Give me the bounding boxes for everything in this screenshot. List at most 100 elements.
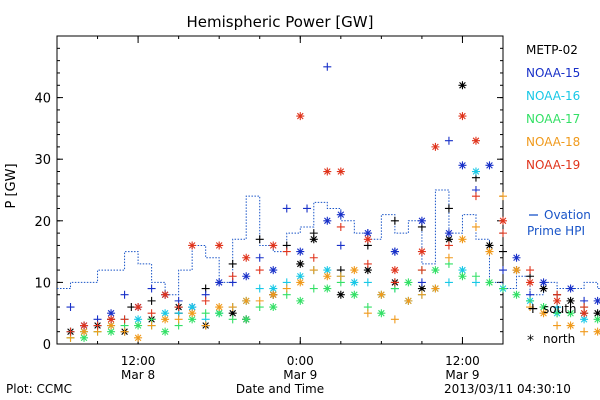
north-star-marker bbox=[350, 266, 359, 275]
north-star-marker bbox=[107, 309, 116, 318]
y-tick-label: 20 bbox=[34, 215, 51, 230]
north-star-marker bbox=[377, 309, 386, 318]
north-star-marker bbox=[539, 278, 548, 287]
south-plus-marker bbox=[553, 321, 562, 330]
south-plus-marker bbox=[444, 204, 453, 213]
ovation-hpi-step-line bbox=[57, 189, 600, 296]
north-star-marker bbox=[336, 167, 345, 176]
north-star-marker bbox=[444, 235, 453, 244]
north-star-marker bbox=[269, 266, 278, 275]
legend-north-symbol: * bbox=[527, 333, 534, 349]
north-star-marker bbox=[296, 278, 305, 287]
north-star-marker bbox=[539, 303, 548, 312]
legend-entry-noaa-18: NOAA-18 bbox=[526, 135, 580, 149]
north-star-marker bbox=[431, 266, 440, 275]
north-star-marker bbox=[242, 315, 251, 324]
north-star-marker bbox=[539, 309, 548, 318]
north-star-marker bbox=[363, 229, 372, 238]
south-plus-marker bbox=[120, 290, 129, 299]
north-star-marker bbox=[107, 315, 116, 324]
south-plus-marker bbox=[417, 266, 426, 275]
north-star-marker bbox=[242, 296, 251, 305]
south-plus-marker bbox=[201, 296, 210, 305]
north-star-marker bbox=[593, 315, 600, 324]
north-star-marker bbox=[593, 296, 600, 305]
south-plus-marker bbox=[526, 266, 535, 275]
north-star-marker bbox=[350, 290, 359, 299]
north-star-marker bbox=[377, 290, 386, 299]
legend-north-label: north bbox=[543, 332, 575, 346]
south-plus-marker bbox=[471, 222, 480, 231]
north-star-marker bbox=[444, 229, 453, 238]
north-star-marker bbox=[485, 161, 494, 170]
south-plus-marker bbox=[390, 278, 399, 287]
north-star-marker bbox=[485, 278, 494, 287]
south-plus-marker bbox=[228, 315, 237, 324]
south-plus-marker bbox=[174, 303, 183, 312]
legend-ovation-label-line1: Ovation bbox=[544, 208, 591, 222]
south-plus-marker bbox=[417, 290, 426, 299]
north-star-marker bbox=[323, 272, 332, 281]
south-plus-marker bbox=[255, 284, 264, 293]
north-star-marker bbox=[526, 278, 535, 287]
north-star-marker bbox=[296, 296, 305, 305]
north-star-marker bbox=[107, 327, 116, 336]
south-plus-marker bbox=[499, 266, 507, 275]
north-star-marker bbox=[566, 309, 575, 318]
north-star-marker bbox=[458, 272, 467, 281]
north-star-marker bbox=[228, 309, 237, 318]
south-plus-marker bbox=[323, 62, 332, 71]
ovation-hpi-line bbox=[57, 189, 600, 296]
series-noaa-15 bbox=[66, 62, 600, 330]
north-star-marker bbox=[566, 284, 575, 293]
x-tick-date-label: Mar 9 bbox=[283, 368, 317, 382]
legend-entry-noaa-19: NOAA-19 bbox=[526, 158, 580, 172]
north-star-marker bbox=[404, 278, 413, 287]
north-star-marker bbox=[417, 247, 426, 256]
north-star-marker bbox=[215, 241, 224, 250]
x-tick-date-label: Mar 9 bbox=[445, 368, 479, 382]
north-star-marker bbox=[188, 303, 197, 312]
north-star-marker bbox=[512, 266, 521, 275]
north-star-marker bbox=[458, 112, 467, 121]
north-star-marker bbox=[417, 216, 426, 225]
south-plus-marker bbox=[66, 327, 75, 336]
legend-entry-noaa-17: NOAA-17 bbox=[526, 112, 580, 126]
north-star-marker bbox=[134, 333, 143, 342]
north-star-marker bbox=[566, 296, 575, 305]
south-plus-marker bbox=[255, 296, 264, 305]
legend-entry-metp-02: METP-02 bbox=[526, 43, 578, 57]
north-star-marker bbox=[336, 290, 345, 299]
north-star-marker bbox=[269, 241, 278, 250]
south-plus-marker bbox=[363, 278, 372, 287]
north-star-marker bbox=[309, 235, 318, 244]
y-tick-label: 30 bbox=[34, 153, 51, 168]
south-plus-marker bbox=[336, 272, 345, 281]
north-star-marker bbox=[323, 266, 332, 275]
north-star-marker bbox=[323, 284, 332, 293]
north-star-marker bbox=[580, 315, 589, 324]
south-plus-marker bbox=[444, 278, 453, 287]
north-star-marker bbox=[485, 247, 494, 256]
data-points bbox=[66, 62, 600, 342]
north-star-marker bbox=[80, 327, 89, 336]
south-plus-marker bbox=[174, 315, 183, 324]
south-plus-marker bbox=[363, 309, 372, 318]
series-noaa-19 bbox=[66, 112, 589, 336]
y-tick-label: 10 bbox=[34, 276, 51, 291]
south-plus-marker bbox=[228, 259, 237, 268]
south-plus-marker bbox=[228, 303, 237, 312]
south-plus-marker bbox=[147, 321, 156, 330]
south-plus-marker bbox=[499, 192, 507, 201]
south-plus-marker bbox=[526, 303, 535, 312]
south-plus-marker bbox=[390, 216, 399, 225]
north-star-marker bbox=[269, 303, 278, 312]
north-star-marker bbox=[161, 315, 170, 324]
series-noaa-18 bbox=[66, 192, 600, 342]
south-plus-marker bbox=[309, 284, 318, 293]
north-star-marker bbox=[80, 333, 89, 342]
south-plus-marker bbox=[471, 272, 480, 281]
south-plus-marker bbox=[255, 253, 264, 262]
north-star-marker bbox=[471, 136, 480, 145]
